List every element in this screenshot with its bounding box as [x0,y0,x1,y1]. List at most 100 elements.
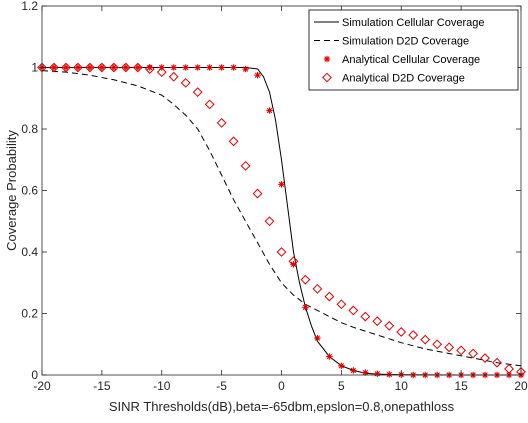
marker-analytical-d2d-coverage-7 [120,62,131,73]
marker-analytical-d2d-coverage-2 [61,62,71,73]
marker-analytical-cellular-coverage-16-stroke-3 [230,64,237,71]
marker-analytical-cellular-coverage-15 [218,64,225,71]
legend-item-analytical-d2d-coverage: Analytical D2D Coverage [322,72,465,85]
marker-analytical-cellular-coverage-5 [98,64,106,71]
y-tick-label-3: 0.6 [21,184,38,198]
marker-analytical-cellular-coverage-6-stroke-3 [111,64,117,71]
marker-analytical-cellular-coverage-27-stroke-3 [362,369,369,376]
series-simulation-d2d-coverage [41,70,522,367]
y-tick-label-6: 1.2 [21,0,38,13]
marker-analytical-cellular-coverage-23 [314,334,321,342]
marker-analytical-cellular-coverage-12-stroke-3 [183,64,189,71]
marker-analytical-d2d-coverage-13 [192,87,203,98]
marker-analytical-d2d-coverage-28 [372,316,383,327]
marker-analytical-d2d-coverage-8 [132,62,143,73]
marker-analytical-cellular-coverage-6 [110,64,118,71]
marker-analytical-cellular-coverage-14 [206,64,213,71]
ticks-layer: -20 -15 -10 -5 0 5 10 15 20 0 0.2 0.4 0.6 0.8 1 1.2 [21,0,528,393]
marker-analytical-d2d-coverage-27 [360,311,371,322]
x-tick-label-1: -15 [93,379,111,393]
marker-analytical-cellular-coverage-29-stroke-3 [386,371,392,378]
marker-analytical-cellular-coverage-19-stroke-3 [266,107,273,114]
marker-analytical-d2d-coverage-20 [276,247,287,257]
marker-analytical-cellular-coverage-7 [122,64,130,71]
marker-analytical-cellular-coverage-27 [362,369,369,376]
marker-analytical-cellular-coverage-3 [74,64,82,71]
x-tick-label-0: -20 [33,379,51,393]
marker-analytical-cellular-coverage-18 [254,71,261,79]
marker-analytical-d2d-coverage-15 [216,117,227,128]
marker-analytical-cellular-coverage-14-stroke-3 [206,64,213,71]
line-simulation-d2d-coverage [41,70,522,367]
marker-analytical-d2d-coverage-32 [420,334,431,345]
marker-analytical-d2d-coverage-14 [204,99,215,110]
marker-analytical-d2d-coverage-3 [73,62,83,73]
legend-item-analytical-cellular-coverage: Analytical Cellular Coverage [323,54,480,66]
x-tick-label-4: 0 [278,379,285,393]
marker-analytical-cellular-coverage-20-stroke-3 [278,181,285,188]
x-tick-label-5: 5 [338,379,345,393]
marker-analytical-cellular-coverage-17 [242,65,249,73]
marker-analytical-cellular-coverage-4-stroke-3 [87,64,93,71]
y-tick-label-5: 1 [31,61,38,75]
marker-analytical-d2d-coverage-37 [480,353,490,363]
x-tick-label-7: 15 [454,379,468,393]
y-axis-label: Coverage Probability [4,130,19,251]
marker-analytical-d2d-coverage-19 [264,216,275,227]
x-axis-label: SINR Thresholds(dB),beta=-65dbm,epslon=0… [109,399,455,414]
x-tick-label-8: 20 [514,379,528,393]
marker-analytical-d2d-coverage-30 [396,327,407,337]
marker-analytical-cellular-coverage-15-stroke-3 [218,64,225,71]
marker-analytical-cellular-coverage-16 [230,64,237,71]
marker-analytical-cellular-coverage-19 [266,107,273,114]
legend-swatch-analytical-cellular-coverage [323,55,331,63]
marker-analytical-cellular-coverage-22-stroke-3 [302,304,309,311]
y-tick-label-1: 0.2 [21,307,38,321]
marker-analytical-d2d-coverage-24 [324,291,335,302]
marker-analytical-cellular-coverage-26-stroke-3 [350,367,357,374]
marker-analytical-d2d-coverage-10 [156,67,167,78]
y-tick-label-4: 0.8 [21,122,38,136]
legend-box [308,9,519,91]
marker-analytical-d2d-coverage-29 [384,320,395,331]
x-tick-label-2: -10 [153,379,171,393]
marker-analytical-d2d-coverage-5 [96,62,107,73]
marker-analytical-d2d-coverage-6 [108,62,119,73]
y-tick-label-2: 0.4 [21,245,38,259]
marker-analytical-cellular-coverage-24 [326,353,333,360]
legend-item-simulation-cellular-coverage: Simulation Cellular Coverage [314,17,484,29]
marker-analytical-d2d-coverage-16 [228,136,239,147]
marker-analytical-cellular-coverage-25 [338,362,345,369]
series-simulation-cellular-coverage [42,67,521,376]
marker-analytical-d2d-coverage-1 [49,62,59,73]
marker-analytical-cellular-coverage-23-stroke-3 [314,335,321,341]
marker-analytical-d2d-coverage-40 [516,367,526,377]
marker-analytical-d2d-coverage-9 [144,64,155,74]
marker-analytical-cellular-coverage-11 [170,64,177,71]
marker-analytical-d2d-coverage-12 [180,77,191,88]
marker-analytical-d2d-coverage-23 [312,283,323,294]
marker-analytical-cellular-coverage-26 [350,367,357,374]
marker-analytical-cellular-coverage-29 [386,371,393,378]
marker-analytical-cellular-coverage-5-stroke-3 [99,64,105,71]
marker-analytical-cellular-coverage-21-stroke-3 [290,261,297,267]
marker-analytical-cellular-coverage-13-stroke-3 [194,64,201,71]
marker-analytical-cellular-coverage-2 [62,64,70,71]
marker-analytical-d2d-coverage-21 [288,256,299,267]
marker-analytical-d2d-coverage-26 [348,305,359,316]
marker-analytical-d2d-coverage-31 [408,330,419,340]
marker-analytical-cellular-coverage-12 [182,64,189,71]
marker-analytical-cellular-coverage-28 [374,370,381,377]
legend-label-analytical-cellular-coverage: Analytical Cellular Coverage [342,54,480,66]
marker-analytical-d2d-coverage-11 [168,71,179,82]
marker-analytical-d2d-coverage-18 [252,188,263,199]
legend-swatch-analytical-d2d-coverage [322,72,332,83]
marker-analytical-d2d-coverage-17 [240,160,251,171]
legend-item-simulation-d2d-coverage: Simulation D2D Coverage [314,36,469,48]
marker-analytical-cellular-coverage-8-stroke-3 [135,64,141,71]
marker-analytical-cellular-coverage-25-stroke-3 [338,363,345,369]
marker-analytical-d2d-coverage-22 [300,274,311,285]
marker-analytical-cellular-coverage-8 [134,64,141,71]
marker-analytical-d2d-coverage-34 [444,342,455,353]
